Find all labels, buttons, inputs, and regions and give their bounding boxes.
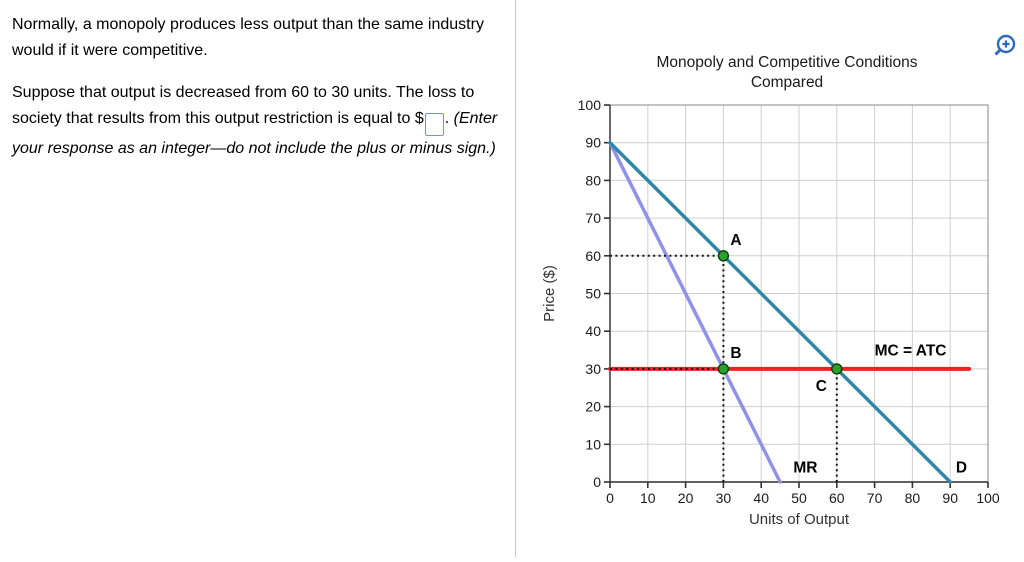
x-tick-label: 90 — [942, 490, 958, 506]
x-tick-label: 80 — [905, 490, 921, 506]
y-tick-label: 60 — [585, 248, 601, 264]
y-tick-label: 100 — [578, 97, 602, 113]
y-tick-label: 40 — [585, 323, 601, 339]
y-tick-label: 80 — [585, 172, 601, 188]
question-panel: Normally, a monopoly produces less outpu… — [0, 0, 516, 557]
chart-panel: 0 10 20 30 40 50 60 70 80 90 100 0 10 20 30 40 50 60 70 80 9… — [517, 0, 1024, 557]
question-text-after-input: . — [444, 110, 454, 127]
chart-title-line1: Monopoly and Competitive Conditions — [656, 54, 917, 71]
point-label-B: B — [730, 345, 741, 362]
y-tick-label: 0 — [593, 474, 601, 490]
x-tick-label: 30 — [716, 490, 732, 506]
point-A — [717, 250, 730, 262]
annotation-MC=ATC: MC = ATC — [875, 343, 947, 360]
x-tick-label: 0 — [606, 490, 614, 506]
y-axis-label: Price ($) — [541, 265, 558, 322]
x-tick-label: 40 — [753, 490, 769, 506]
y-tick-label: 30 — [585, 361, 601, 377]
y-tick-label: 10 — [585, 436, 601, 452]
marginal-revenue-curve — [608, 140, 782, 484]
point-label-C: C — [816, 378, 827, 395]
x-tick-label: 10 — [640, 490, 656, 506]
point-B — [717, 363, 730, 375]
question-text-before-input: Suppose that output is decreased from 60… — [12, 84, 475, 127]
question-instruction-italic: (Enter your response as an integer—do no… — [12, 110, 498, 157]
point-C — [831, 363, 843, 375]
point-label-A: A — [730, 232, 741, 249]
y-tick-label: 50 — [585, 286, 601, 302]
zoom-in-icon — [994, 34, 1016, 56]
annotation-MR: MR — [793, 460, 817, 477]
x-tick-label: 60 — [829, 490, 845, 506]
y-tick-label: 90 — [585, 135, 601, 151]
chart-title-line2: Compared — [751, 74, 823, 91]
answer-input[interactable] — [424, 112, 444, 136]
question-paragraph-2: Suppose that output is decreased from 60… — [12, 80, 499, 162]
x-tick-label: 20 — [678, 490, 694, 506]
x-axis-label: Units of Output — [749, 511, 850, 528]
x-tick-label: 50 — [791, 490, 807, 506]
x-tick-label: 70 — [867, 490, 883, 506]
monopoly-chart: 0 10 20 30 40 50 60 70 80 90 100 0 10 20 30 40 50 60 70 80 9… — [541, 54, 1000, 528]
annotation-D: D — [956, 460, 967, 477]
y-tick-label: 70 — [585, 210, 601, 226]
question-paragraph-1: Normally, a monopoly produces less outpu… — [12, 16, 484, 59]
y-tick-label: 20 — [585, 399, 601, 415]
demand-curve — [608, 140, 952, 484]
x-tick-label: 100 — [976, 490, 1000, 506]
zoom-in-button[interactable] — [991, 32, 1019, 60]
